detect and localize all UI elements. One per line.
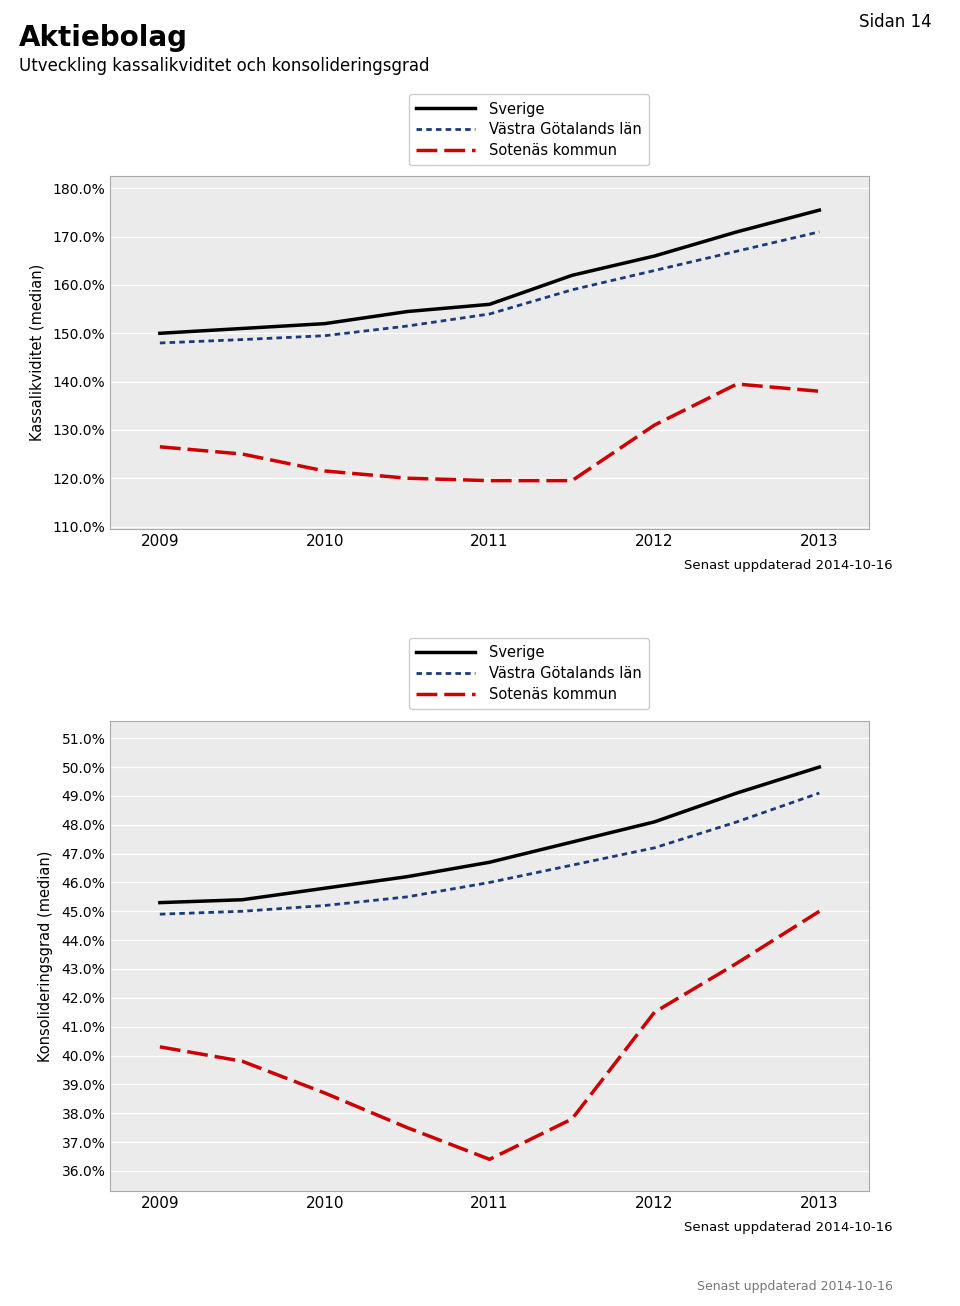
Y-axis label: Konsolideringsgrad (median): Konsolideringsgrad (median) <box>38 850 54 1062</box>
Y-axis label: Kassalikviditet (median): Kassalikviditet (median) <box>30 264 44 441</box>
Legend: Sverige, Västra Götalands län, Sotenäs kommun: Sverige, Västra Götalands län, Sotenäs k… <box>409 637 649 709</box>
Text: Aktiebolag: Aktiebolag <box>19 24 188 51</box>
Text: Sidan 14: Sidan 14 <box>858 13 931 31</box>
Text: Senast uppdaterad 2014-10-16: Senast uppdaterad 2014-10-16 <box>697 1280 893 1293</box>
Text: Utveckling kassalikviditet och konsolideringsgrad: Utveckling kassalikviditet och konsolide… <box>19 57 430 76</box>
Text: Senast uppdaterad 2014-10-16: Senast uppdaterad 2014-10-16 <box>684 559 893 572</box>
Legend: Sverige, Västra Götalands län, Sotenäs kommun: Sverige, Västra Götalands län, Sotenäs k… <box>409 94 649 166</box>
Text: Senast uppdaterad 2014-10-16: Senast uppdaterad 2014-10-16 <box>684 1221 893 1234</box>
